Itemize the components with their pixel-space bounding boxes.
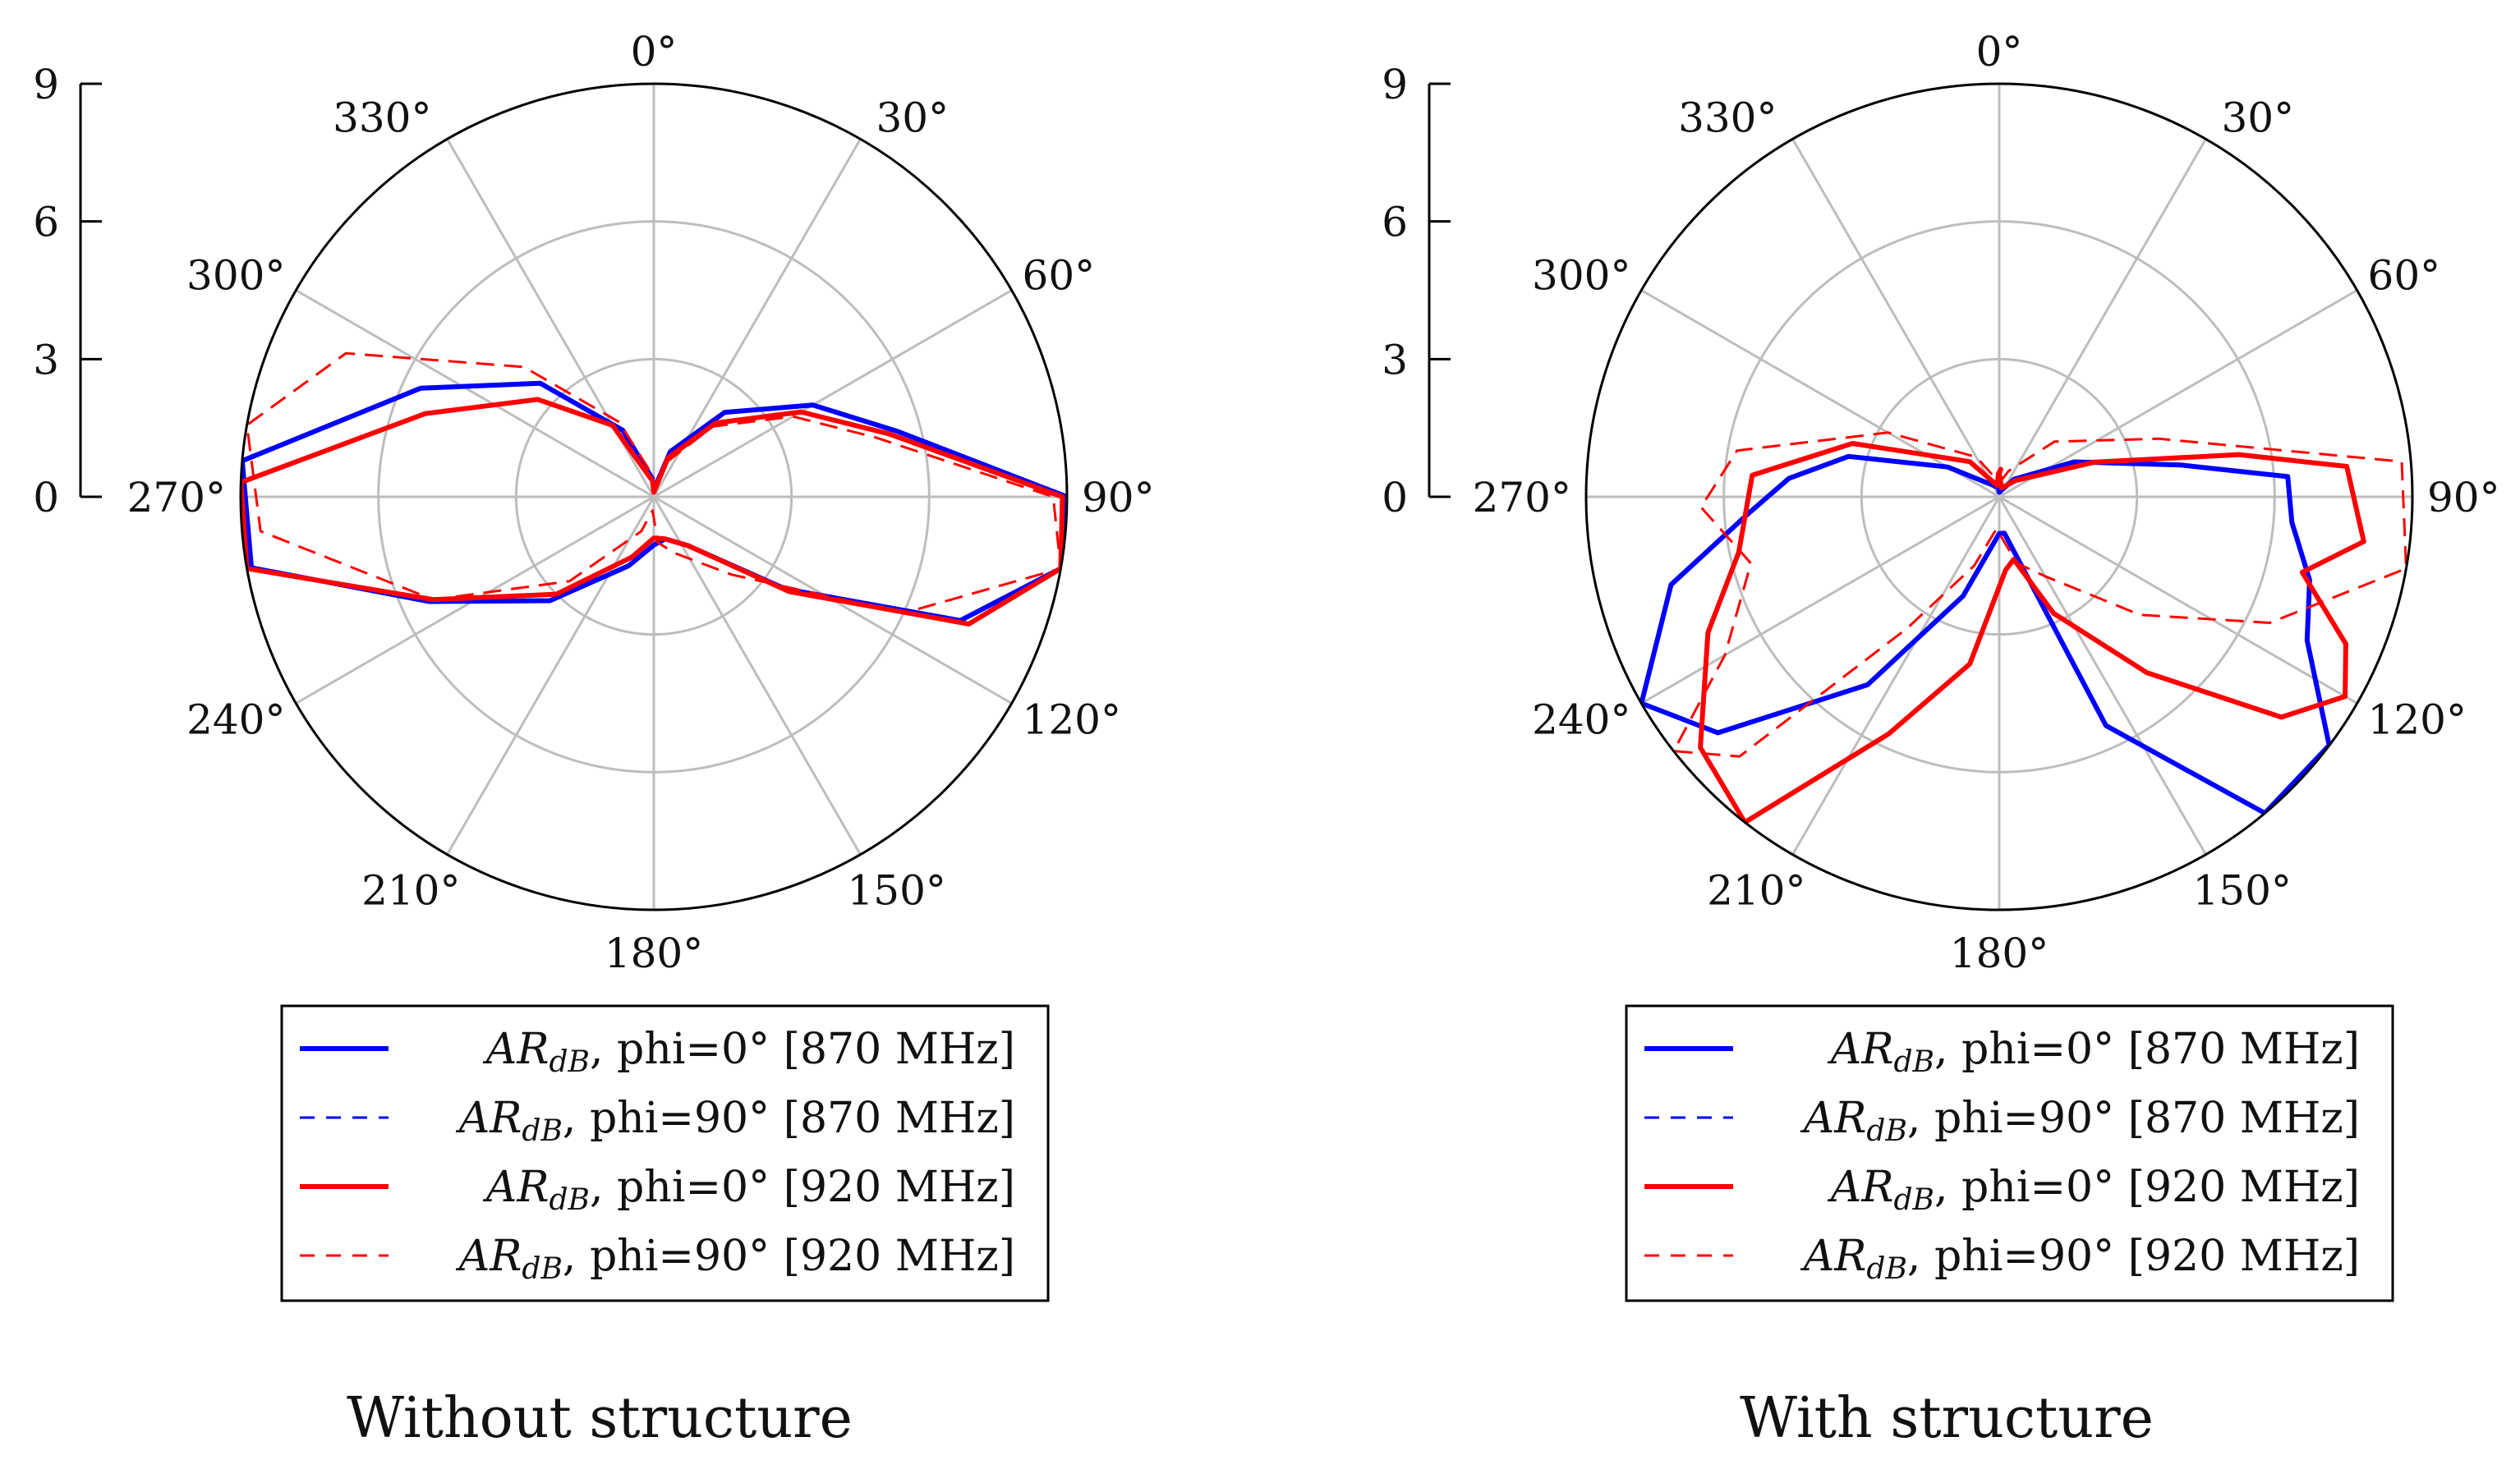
radial-tick-label: 0 xyxy=(1382,474,1408,521)
angle-tick-label: 150° xyxy=(848,867,946,915)
angle-tick-label: 330° xyxy=(333,94,431,141)
radial-tick-label: 3 xyxy=(33,336,59,383)
angle-tick-label: 150° xyxy=(2193,867,2292,915)
angle-tick-label: 120° xyxy=(1023,696,1121,744)
series-line-2 xyxy=(241,397,1065,627)
chart-caption: With structure xyxy=(1740,1386,2154,1451)
legend-label: ARdB, phi=0° [870 MHz] xyxy=(483,1025,1015,1079)
grid-spoke-300 xyxy=(295,289,655,498)
angle-tick-label: 330° xyxy=(1678,94,1777,141)
angle-tick-label: 240° xyxy=(1532,696,1630,744)
angle-tick-label: 120° xyxy=(2368,696,2467,744)
angle-tick-label: 90° xyxy=(1082,474,1155,521)
grid-spoke-330 xyxy=(1791,138,2001,498)
outer-circle xyxy=(1584,82,2414,911)
series-line-2 xyxy=(1698,441,2366,825)
radial-tick-label: 0 xyxy=(33,474,59,521)
grid-spoke-210 xyxy=(446,496,655,856)
angle-tick-label: 300° xyxy=(1532,252,1630,300)
legend: ARdB, phi=0° [870 MHz] ARdB, phi=90° [870… xyxy=(1625,1004,2394,1302)
series-line-1 xyxy=(241,380,1067,623)
series-line-3 xyxy=(246,351,1062,615)
polar-chart-1: 0° 30° 60° 90° 120° 150° 180° 210° 240° 270° 300° 3… xyxy=(33,28,1154,1451)
angle-tick-label: 60° xyxy=(1023,252,1096,300)
legend-label: ARdB, phi=90° [870 MHz] xyxy=(1800,1094,2360,1148)
angle-tick-label: 60° xyxy=(2368,252,2441,300)
radial-tick-label: 6 xyxy=(33,199,59,246)
angle-tick-label: 180° xyxy=(1950,930,2049,977)
grid-spoke-300 xyxy=(1640,289,2000,498)
grid-spoke-150 xyxy=(652,496,862,856)
legend-label: ARdB, phi=0° [870 MHz] xyxy=(1828,1025,2360,1079)
grid-spoke-150 xyxy=(1998,496,2207,856)
angle-tick-label: 240° xyxy=(186,696,285,744)
grid-spoke-60 xyxy=(653,289,1013,498)
angle-tick-label: 90° xyxy=(2427,474,2500,521)
angle-tick-label: 30° xyxy=(2222,94,2295,141)
grid-spoke-60 xyxy=(1998,289,2358,498)
angle-tick-label: 270° xyxy=(1473,474,1571,521)
legend: ARdB, phi=0° [870 MHz] ARdB, phi=90° [870… xyxy=(280,1004,1050,1302)
angle-tick-label: 0° xyxy=(1976,28,2023,76)
radial-tick-label: 9 xyxy=(33,61,59,108)
legend-label: ARdB, phi=0° [920 MHz] xyxy=(1828,1163,2360,1217)
grid-spoke-210 xyxy=(1791,496,2001,856)
grid-spoke-240 xyxy=(1640,495,2000,705)
legend-label: ARdB, phi=90° [920 MHz] xyxy=(1800,1232,2360,1286)
radial-tick-label: 3 xyxy=(1382,336,1408,383)
series-line-1 xyxy=(1639,453,2332,816)
grid-spoke-120 xyxy=(1998,495,2358,705)
series-line-3 xyxy=(1672,431,2407,758)
polar-chart-2: 0° 30° 60° 90° 120° 150° 180° 210° 240° 270° 300° 3… xyxy=(1382,28,2499,1451)
angle-tick-label: 210° xyxy=(361,867,460,915)
angle-tick-label: 30° xyxy=(876,94,950,141)
legend-label: ARdB, phi=90° [870 MHz] xyxy=(456,1094,1015,1148)
angle-tick-label: 180° xyxy=(605,930,703,977)
angle-tick-label: 0° xyxy=(631,28,678,76)
outer-circle xyxy=(239,82,1069,911)
radial-tick-label: 9 xyxy=(1382,61,1408,108)
legend-label: ARdB, phi=90° [920 MHz] xyxy=(456,1232,1015,1286)
radial-tick-label: 6 xyxy=(1382,199,1408,246)
legend-box xyxy=(280,1004,1050,1302)
angle-tick-label: 270° xyxy=(127,474,226,521)
grid-spoke-30 xyxy=(1998,138,2207,498)
legend-box xyxy=(1625,1004,2394,1302)
chart-caption: Without structure xyxy=(347,1386,853,1451)
angle-tick-label: 210° xyxy=(1707,867,1805,915)
legend-label: ARdB, phi=0° [920 MHz] xyxy=(483,1163,1015,1217)
angle-tick-label: 300° xyxy=(186,252,285,300)
